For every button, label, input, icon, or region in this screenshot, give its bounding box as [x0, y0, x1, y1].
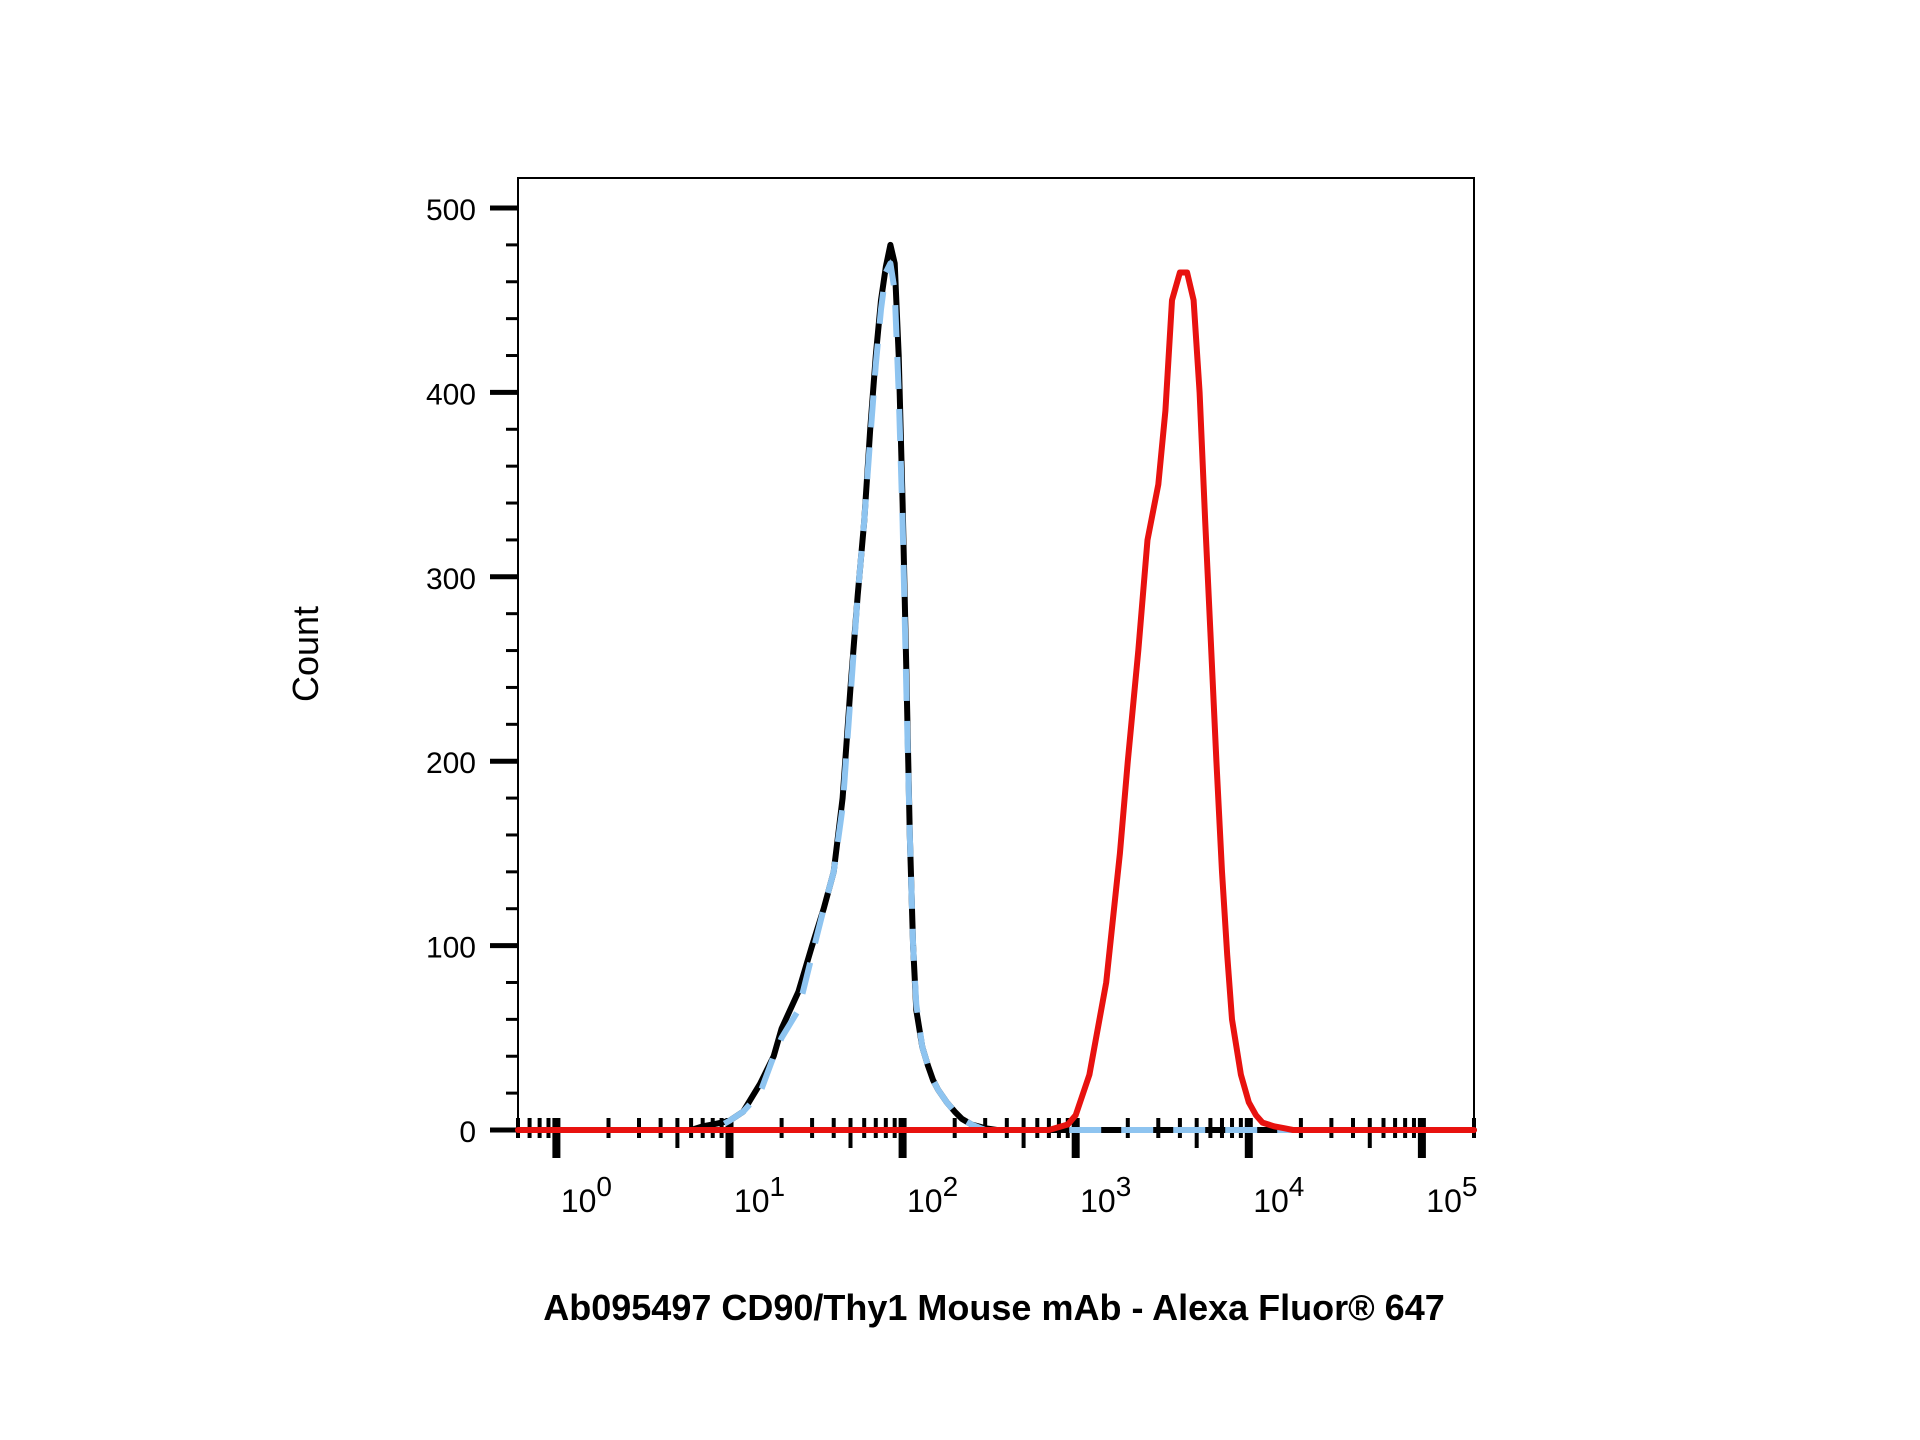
- x-axis: 100 101 102 103 104 105: [516, 1118, 1477, 1219]
- histogram-series-3: [515, 269, 1477, 1133]
- series-layer: [515, 241, 1477, 1133]
- histogram-series-2: [518, 260, 1474, 1133]
- y-tick-label: 200: [426, 747, 476, 780]
- y-tick-label: 400: [426, 378, 476, 411]
- y-axis-label: Count: [285, 606, 326, 702]
- x-tick-label: 103: [1080, 1171, 1131, 1219]
- x-tick-label: 104: [1253, 1171, 1304, 1219]
- x-tick-label: 100: [561, 1171, 612, 1219]
- x-tick-label: 101: [734, 1171, 785, 1219]
- y-tick-label: 300: [426, 563, 476, 596]
- x-tick-label: 105: [1426, 1171, 1477, 1219]
- x-axis-label: Ab095497 CD90/Thy1 Mouse mAb - Alexa Flu…: [543, 1287, 1445, 1328]
- y-axis: 0 100 200 300 400 500: [426, 194, 518, 1149]
- histogram-series-1: [515, 241, 1477, 1133]
- y-tick-label: 100: [426, 932, 476, 965]
- plot-frame: [517, 177, 1475, 1131]
- x-tick-label: 102: [907, 1171, 958, 1219]
- y-tick-label: 0: [459, 1116, 476, 1149]
- y-tick-label: 500: [426, 194, 476, 227]
